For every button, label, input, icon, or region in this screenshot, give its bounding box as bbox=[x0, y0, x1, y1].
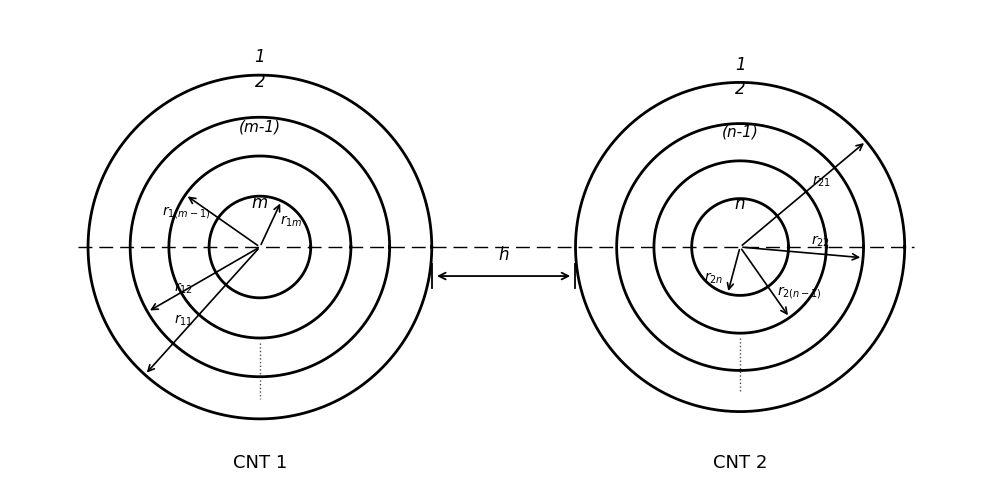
Text: (n-1): (n-1) bbox=[722, 125, 759, 140]
Text: 2: 2 bbox=[735, 80, 745, 98]
Text: 2: 2 bbox=[255, 73, 265, 91]
Text: (m-1): (m-1) bbox=[239, 119, 281, 134]
Text: CNT 2: CNT 2 bbox=[713, 454, 767, 472]
Text: 1: 1 bbox=[255, 48, 265, 66]
Text: m: m bbox=[252, 194, 268, 212]
Text: $r_{11}$: $r_{11}$ bbox=[174, 313, 194, 328]
Text: $r_{1m}$: $r_{1m}$ bbox=[280, 214, 302, 229]
Text: $r_{12}$: $r_{12}$ bbox=[174, 281, 193, 296]
Text: $r_{2n}$: $r_{2n}$ bbox=[704, 270, 723, 286]
Text: n: n bbox=[735, 195, 745, 213]
Text: $r_{22}$: $r_{22}$ bbox=[811, 234, 831, 249]
Text: CNT 1: CNT 1 bbox=[233, 454, 287, 472]
Text: $h$: $h$ bbox=[498, 246, 509, 264]
Text: 1: 1 bbox=[735, 56, 745, 74]
Text: $r_{21}$: $r_{21}$ bbox=[812, 174, 831, 189]
Text: $r_{1(m-1)}$: $r_{1(m-1)}$ bbox=[162, 204, 210, 221]
Text: $r_{2(n-1)}$: $r_{2(n-1)}$ bbox=[777, 285, 822, 301]
